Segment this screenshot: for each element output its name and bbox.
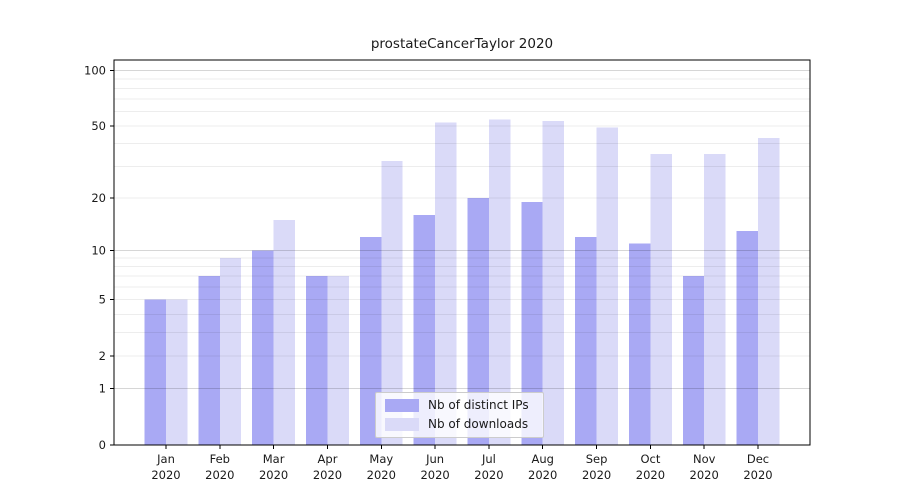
bar-distinct-ips-jul: [467, 197, 489, 445]
legend-swatch-downloads: [385, 418, 419, 431]
bar-distinct-ips-nov: [682, 276, 705, 445]
x-tick-label-nov: Nov 2020: [690, 452, 719, 482]
legend-item-distinct-ips: Nb of distinct IPs: [385, 399, 529, 412]
bar-distinct-ips-apr: [306, 276, 328, 445]
legend: Nb of distinct IPs Nb of downloads: [375, 392, 544, 438]
y-tick-label-100: 100: [84, 63, 106, 77]
bar-downloads-sep: [596, 127, 618, 445]
bar-distinct-ips-jun: [413, 215, 436, 445]
bar-downloads-aug: [542, 121, 565, 445]
y-tick-label-1: 1: [99, 382, 106, 396]
bar-downloads-jun: [435, 122, 457, 445]
bar-downloads-dec: [758, 137, 780, 446]
x-tick-label-jul: Jul 2020: [474, 452, 503, 482]
bar-downloads-jul: [488, 119, 511, 445]
bar-distinct-ips-sep: [575, 236, 597, 445]
legend-item-downloads: Nb of downloads: [385, 418, 529, 431]
bar-downloads-nov: [704, 154, 726, 445]
y-tick-label-10: 10: [91, 243, 106, 257]
plot-frame: [113, 59, 811, 446]
y-tick-label-20: 20: [91, 191, 106, 205]
bar-distinct-ips-dec: [736, 230, 758, 445]
bar-distinct-ips-oct: [629, 243, 651, 445]
x-tick-label-sep: Sep 2020: [582, 452, 611, 482]
bar-distinct-ips-jan: [144, 299, 166, 445]
x-tick-label-jan: Jan 2020: [151, 452, 180, 482]
x-tick-label-feb: Feb 2020: [205, 452, 234, 482]
bar-downloads-mar: [273, 219, 295, 445]
x-tick-label-apr: Apr 2020: [313, 452, 342, 482]
legend-label-downloads: Nb of downloads: [428, 417, 529, 431]
y-tick-label-50: 50: [91, 119, 106, 133]
y-tick-label-2: 2: [99, 349, 106, 363]
bar-downloads-may: [381, 161, 403, 445]
bar-distinct-ips-mar: [252, 250, 274, 445]
x-tick-label-mar: Mar 2020: [259, 452, 288, 482]
x-tick-label-aug: Aug 2020: [528, 452, 557, 482]
x-tick-label-jun: Jun 2020: [420, 452, 449, 482]
x-tick-label-dec: Dec 2020: [743, 452, 772, 482]
bar-downloads-jan: [166, 299, 188, 445]
legend-swatch-distinct-ips: [385, 399, 419, 412]
bar-downloads-oct: [650, 154, 672, 445]
chart-title: prostateCancerTaylor 2020: [370, 36, 554, 52]
x-tick-label-may: May 2020: [367, 452, 396, 482]
bar-distinct-ips-aug: [521, 201, 543, 445]
y-tick-label-5: 5: [99, 293, 106, 307]
y-tick-label-0: 0: [99, 438, 106, 452]
x-tick-label-oct: Oct 2020: [636, 452, 665, 482]
legend-label-distinct-ips: Nb of distinct IPs: [428, 398, 529, 412]
bar-downloads-apr: [327, 276, 349, 445]
bar-distinct-ips-feb: [198, 276, 220, 445]
bar-downloads-feb: [219, 258, 242, 445]
